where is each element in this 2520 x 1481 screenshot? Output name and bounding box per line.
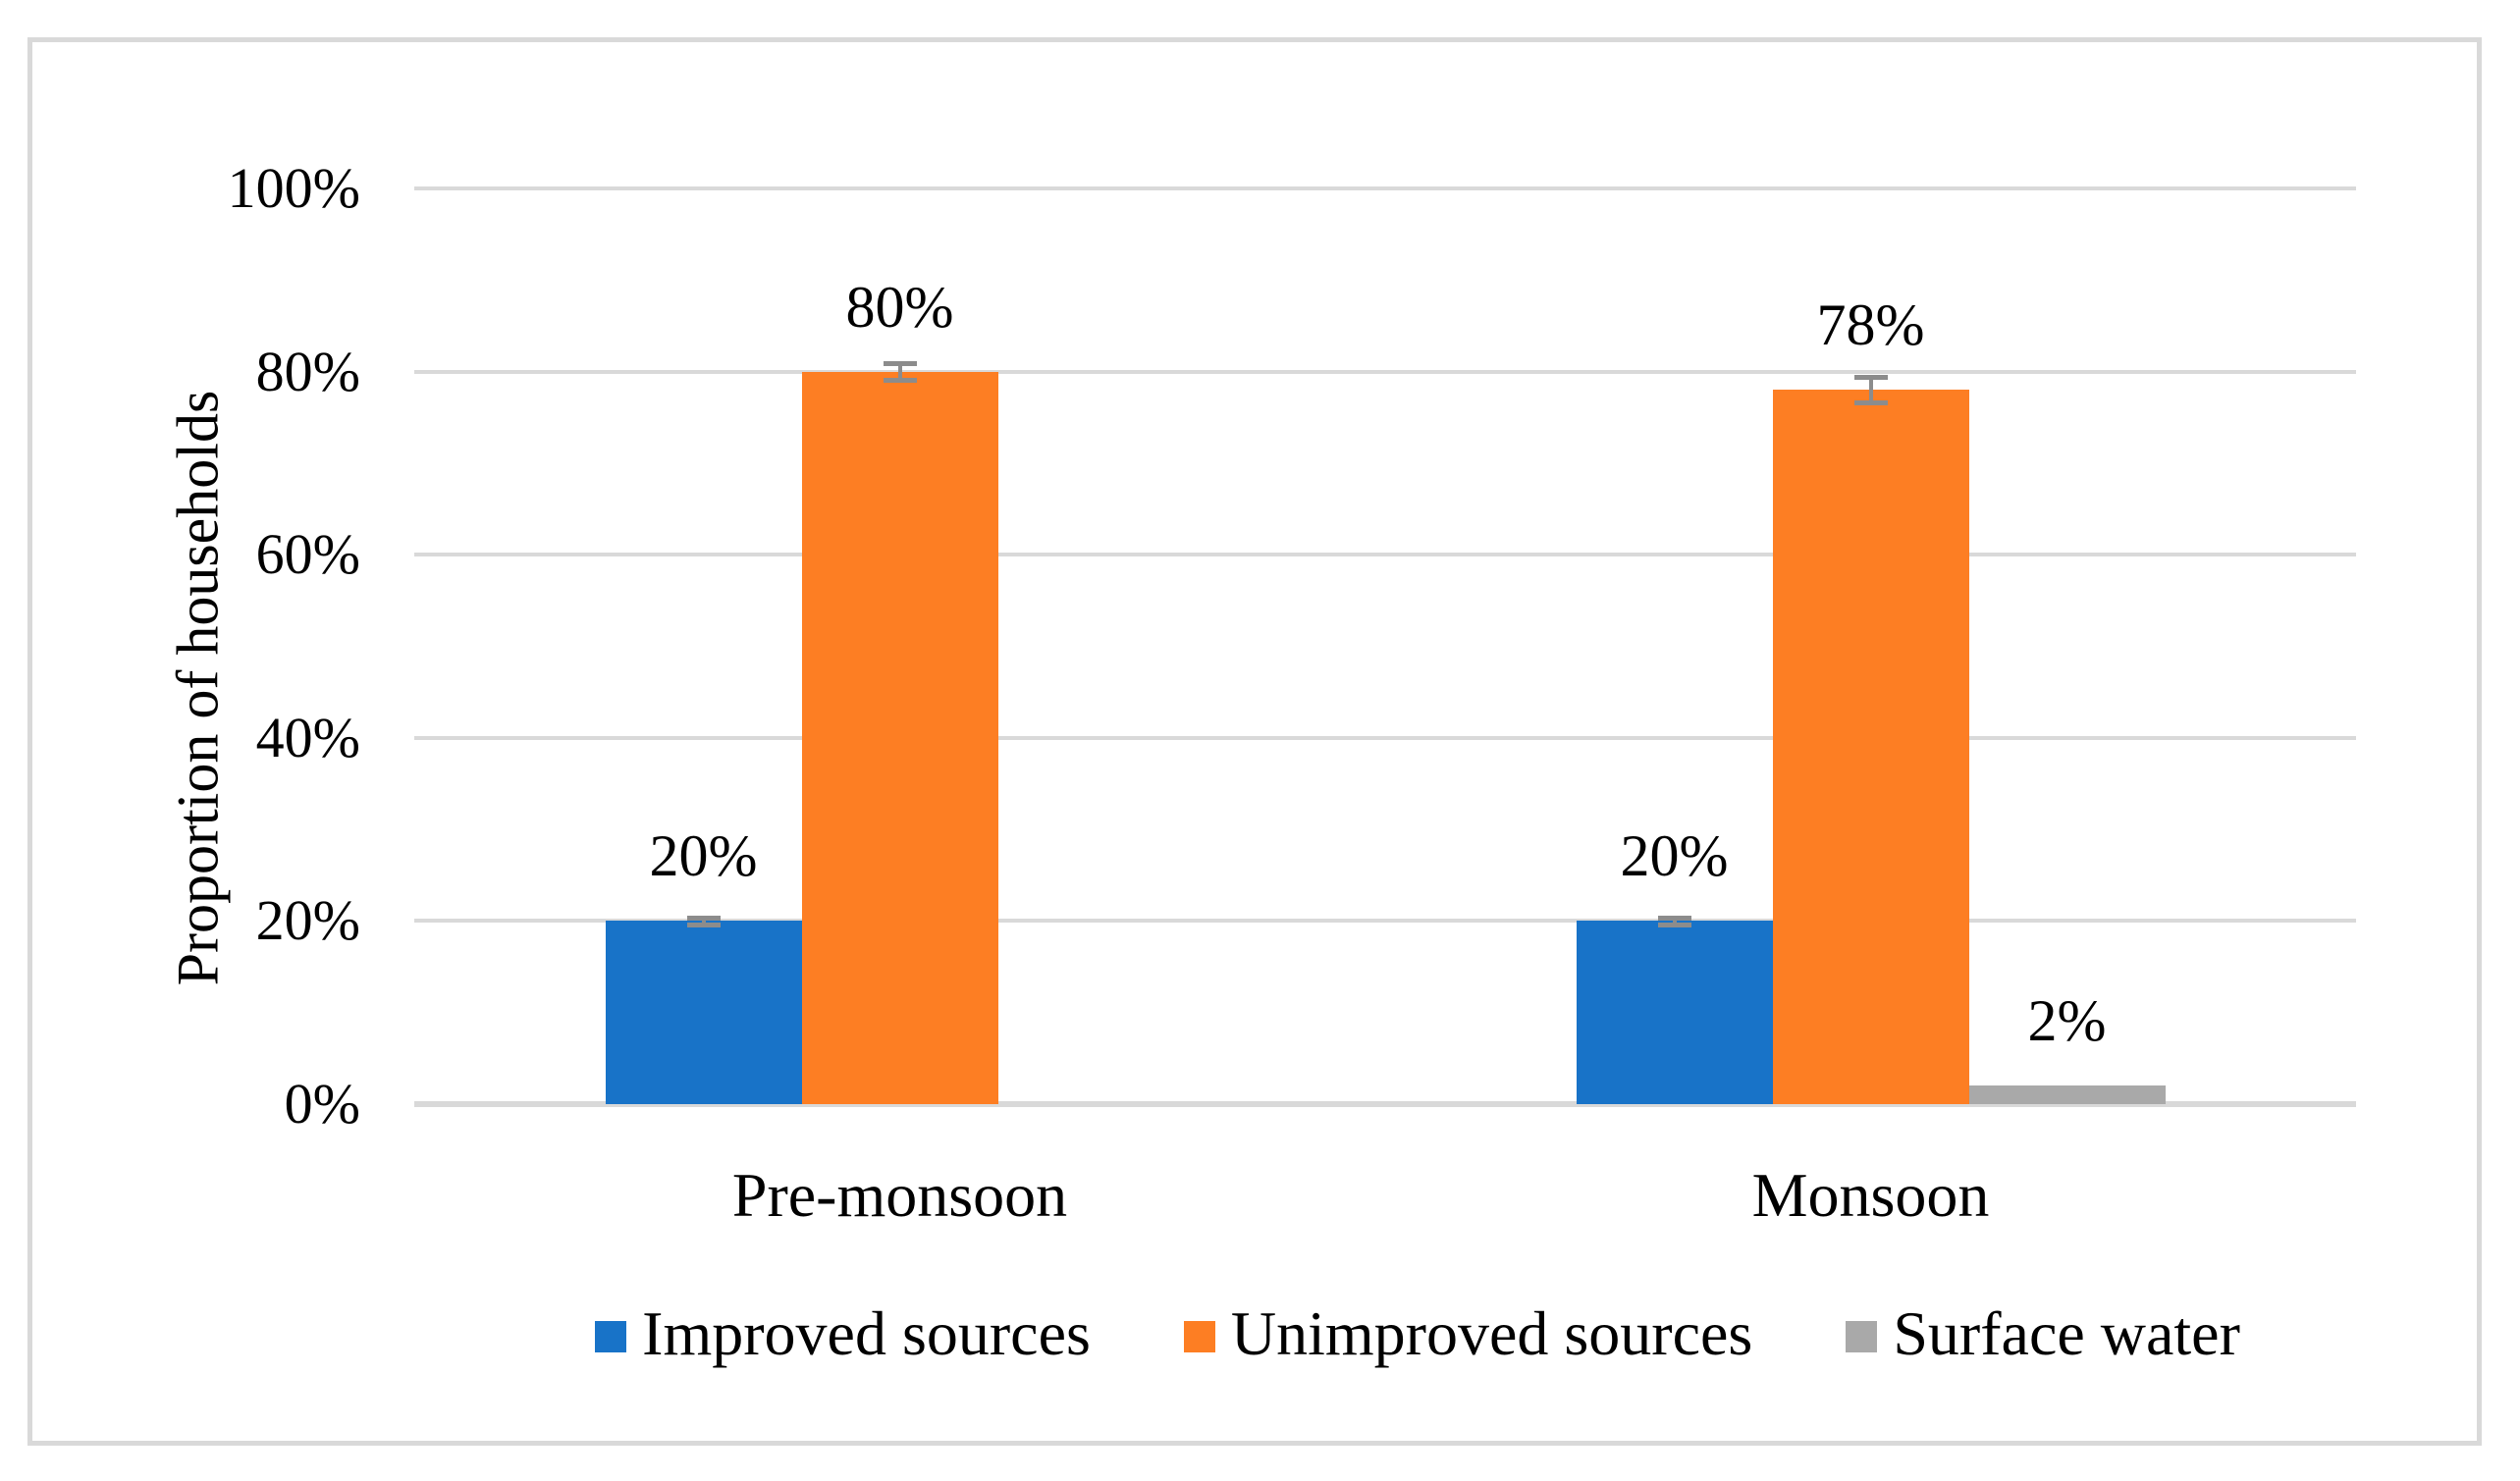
gridline bbox=[414, 553, 2356, 557]
x-category-label: Pre-monsoon bbox=[731, 1160, 1068, 1230]
chart-frame: Proportion of households Improved source… bbox=[27, 37, 2482, 1446]
bar-improved-sources-pre-monsoon bbox=[605, 921, 802, 1104]
error-bar-cap bbox=[1657, 916, 1691, 922]
legend-label: Unimproved sources bbox=[1230, 1298, 1753, 1368]
bar-surface-water-monsoon bbox=[1968, 1085, 2166, 1104]
y-tick-label: 0% bbox=[284, 1072, 360, 1136]
error-bar-line bbox=[897, 363, 902, 380]
x-category-label: Monsoon bbox=[1751, 1160, 1990, 1230]
error-bar-line bbox=[1868, 377, 1873, 403]
data-label: 20% bbox=[1620, 823, 1729, 889]
error-bar-cap bbox=[686, 916, 721, 922]
legend-label: Improved sources bbox=[642, 1298, 1091, 1368]
gridline bbox=[414, 735, 2356, 740]
error-bar-cap bbox=[1853, 400, 1888, 406]
legend-item-surface-water: Surface water bbox=[1846, 1296, 2240, 1371]
gridline bbox=[414, 369, 2356, 374]
bar-unimproved-sources-pre-monsoon bbox=[801, 371, 998, 1104]
error-bar-line bbox=[701, 918, 706, 925]
legend-label: Surface water bbox=[1893, 1298, 2240, 1368]
legend-item-improved-sources: Improved sources bbox=[595, 1296, 1091, 1371]
gridline bbox=[414, 919, 2356, 924]
y-tick-label: 40% bbox=[255, 705, 360, 769]
error-bar-cap bbox=[1657, 922, 1691, 927]
data-label: 20% bbox=[649, 823, 758, 889]
data-label: 80% bbox=[845, 274, 954, 340]
gridline bbox=[414, 186, 2356, 190]
error-bar-cap bbox=[883, 361, 917, 367]
legend-marker-improved-sources bbox=[595, 1321, 627, 1352]
legend-item-unimproved-sources: Unimproved sources bbox=[1183, 1296, 1753, 1371]
data-label: 2% bbox=[2027, 988, 2107, 1054]
data-label: 78% bbox=[1816, 292, 1925, 358]
y-tick-label: 20% bbox=[255, 888, 360, 953]
bar-unimproved-sources-monsoon bbox=[1772, 390, 1969, 1104]
error-bar-cap bbox=[883, 377, 917, 383]
legend-marker-surface-water bbox=[1846, 1321, 1878, 1352]
y-tick-label: 100% bbox=[227, 156, 360, 220]
x-axis-line bbox=[414, 1101, 2356, 1107]
error-bar-cap bbox=[686, 922, 721, 927]
legend-marker-unimproved-sources bbox=[1183, 1321, 1215, 1352]
y-tick-label: 80% bbox=[255, 339, 360, 403]
legend: Improved sources Unimproved sources Surfac… bbox=[447, 1296, 2388, 1371]
y-tick-label: 60% bbox=[255, 522, 360, 587]
error-bar-line bbox=[1672, 918, 1677, 925]
error-bar-cap bbox=[1853, 375, 1888, 381]
bar-improved-sources-monsoon bbox=[1576, 921, 1773, 1104]
